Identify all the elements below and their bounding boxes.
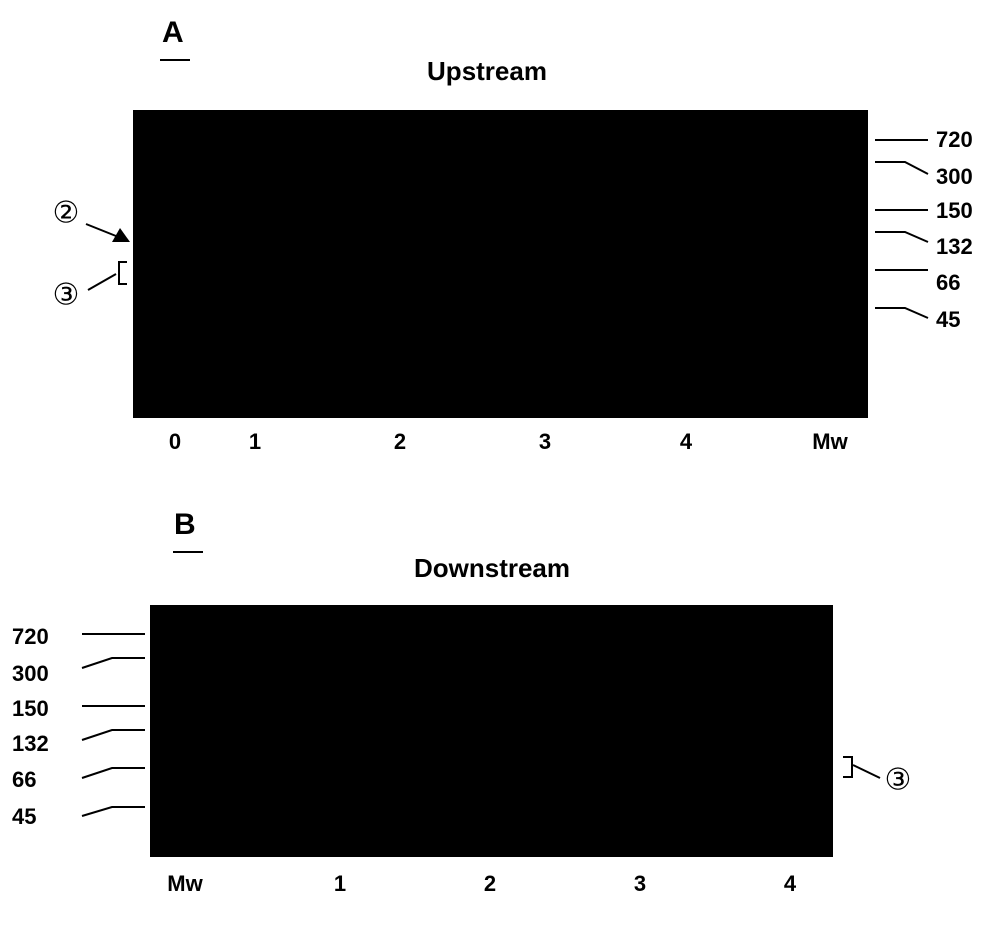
lane-label: Mw — [167, 871, 203, 896]
marker-line — [82, 807, 145, 816]
marker-label: 300 — [936, 164, 973, 189]
bracket — [843, 757, 852, 777]
marker-line — [875, 162, 928, 174]
marker-label: 66 — [936, 270, 960, 295]
gel-image — [133, 110, 868, 418]
lane-label: 4 — [784, 871, 797, 896]
marker-line — [82, 730, 145, 740]
lane-label: 1 — [334, 871, 346, 896]
marker-line — [82, 768, 145, 778]
panel-label: A — [162, 16, 184, 49]
annotation: ③ — [885, 763, 912, 798]
lane-label: 0 — [169, 429, 181, 454]
lane-label: 1 — [249, 429, 261, 454]
annotation: ② — [53, 196, 80, 231]
lane-label: 2 — [484, 871, 496, 896]
marker-line — [82, 658, 145, 668]
lane-label: 3 — [634, 871, 646, 896]
leader-line — [88, 274, 116, 290]
marker-label: 720 — [12, 624, 49, 649]
panel-title: Downstream — [414, 553, 570, 583]
marker-label: 132 — [12, 731, 49, 756]
marker-label: 150 — [12, 696, 49, 721]
panel-title: Upstream — [427, 56, 547, 86]
gel-image — [150, 605, 833, 857]
lane-label: 2 — [394, 429, 406, 454]
panel-b: B Downstream Mw 1 2 3 4 720 300 150 132 … — [12, 508, 911, 896]
marker-line — [875, 232, 928, 242]
lane-label: 4 — [680, 429, 693, 454]
marker-label: 45 — [12, 804, 36, 829]
marker-label: 150 — [936, 198, 973, 223]
lane-label: 3 — [539, 429, 551, 454]
marker-label: 300 — [12, 661, 49, 686]
bracket — [119, 262, 127, 284]
lane-label: Mw — [812, 429, 848, 454]
annotation: ③ — [53, 278, 80, 313]
arrow — [86, 224, 116, 236]
panel-a: A Upstream 0 1 2 3 4 Mw 720 300 150 132 … — [53, 16, 973, 454]
marker-line — [875, 308, 928, 318]
marker-label: 45 — [936, 307, 960, 332]
marker-label: 720 — [936, 127, 973, 152]
marker-label: 132 — [936, 234, 973, 259]
figure: A Upstream 0 1 2 3 4 Mw 720 300 150 132 … — [0, 0, 997, 946]
panel-label: B — [174, 508, 196, 541]
leader-line — [853, 765, 880, 778]
marker-label: 66 — [12, 767, 36, 792]
